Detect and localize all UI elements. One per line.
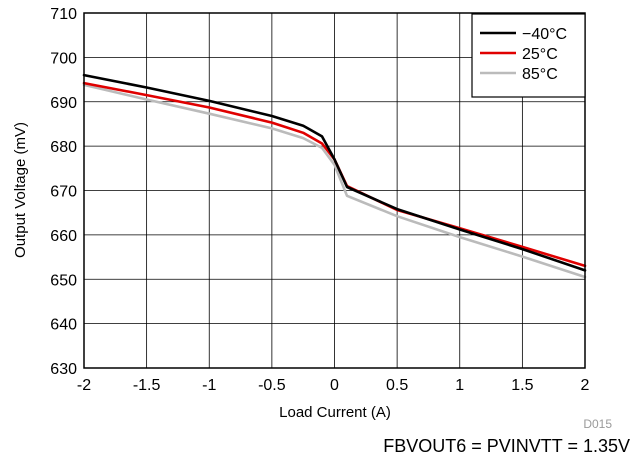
y-tick-label: 660 [50, 228, 77, 245]
y-tick-label: 640 [50, 317, 77, 334]
y-tick-label: 630 [50, 361, 77, 378]
y-axis-title: Output Voltage (mV) [12, 122, 29, 258]
x-tick-label: -1.5 [133, 377, 161, 394]
legend-label: −40°C [522, 26, 567, 43]
series-line [82, 81, 587, 268]
x-axis-title: Load Current (A) [279, 404, 391, 421]
series-line [82, 83, 587, 279]
series-lines [82, 73, 587, 279]
x-tick-label: 0 [330, 377, 339, 394]
legend-box [471, 13, 586, 98]
figure-code-label: D015 [583, 417, 612, 431]
x-tick-label: -2 [77, 377, 91, 394]
y-tick-label: 700 [50, 50, 77, 67]
x-tick-label: -1 [202, 377, 216, 394]
y-tick-label: 710 [50, 6, 77, 23]
x-tick-label: 0.5 [386, 377, 408, 394]
legend-label: 85°C [522, 66, 558, 83]
condition-label: FBVOUT6 = PVINVTT = 1.35V [383, 436, 630, 456]
y-tick-label: 650 [50, 272, 77, 289]
legend-label: 25°C [522, 46, 558, 63]
plot-area-frame [83, 12, 586, 369]
x-tick-label: 1 [455, 377, 464, 394]
x-tick-label: 2 [581, 377, 590, 394]
x-tick-label: 1.5 [511, 377, 533, 394]
series-line [82, 73, 587, 272]
y-tick-label: 690 [50, 95, 77, 112]
x-tick-label: -0.5 [258, 377, 286, 394]
legend: −40°C 25°C 85°C [471, 13, 586, 98]
tick-labels: -2 -1.5 -1 -0.5 0 0.5 1 1.5 2 630 640 650 660 670 680 6… [50, 6, 589, 394]
y-tick-label: 670 [50, 184, 77, 201]
y-tick-label: 680 [50, 139, 77, 156]
